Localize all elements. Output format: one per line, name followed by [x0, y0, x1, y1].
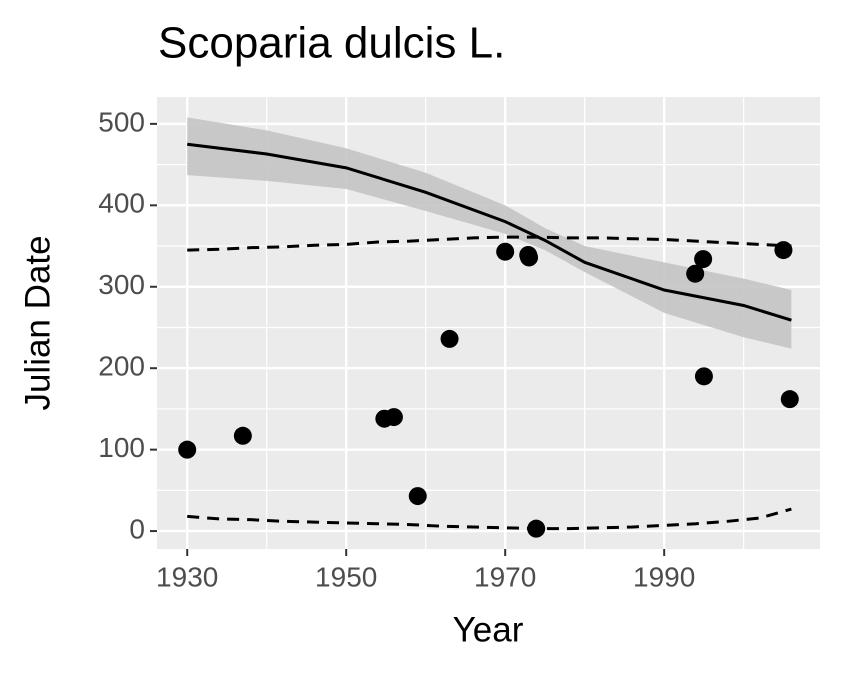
- point: [384, 408, 403, 427]
- x-tick-label: 1990: [633, 561, 695, 592]
- point: [694, 250, 713, 269]
- point: [178, 440, 197, 459]
- y-tick-label: 300: [98, 269, 145, 300]
- y-tick-label: 200: [98, 351, 145, 382]
- point: [520, 248, 539, 267]
- confidence-band: [187, 117, 792, 349]
- bound-line: [187, 507, 792, 531]
- y-tick-label: 0: [129, 513, 145, 544]
- point: [440, 329, 459, 348]
- point: [774, 241, 793, 260]
- point: [233, 426, 252, 445]
- x-axis-title: Year: [453, 610, 524, 649]
- chart-title: Scoparia dulcis L.: [158, 19, 505, 68]
- y-axis-title: Julian Date: [18, 235, 57, 410]
- y-tick-label: 400: [98, 188, 145, 219]
- point: [694, 367, 713, 386]
- point: [408, 487, 427, 506]
- point: [527, 519, 546, 538]
- y-tick-label: 100: [98, 432, 145, 463]
- point: [780, 390, 799, 409]
- point: [686, 264, 705, 283]
- y-tick-label: 500: [98, 106, 145, 137]
- x-tick-label: 1930: [156, 561, 218, 592]
- x-tick-label: 1950: [315, 561, 377, 592]
- x-tick-label: 1970: [474, 561, 536, 592]
- bound-line: [187, 235, 792, 252]
- fit-line: [187, 142, 792, 322]
- point: [496, 242, 515, 261]
